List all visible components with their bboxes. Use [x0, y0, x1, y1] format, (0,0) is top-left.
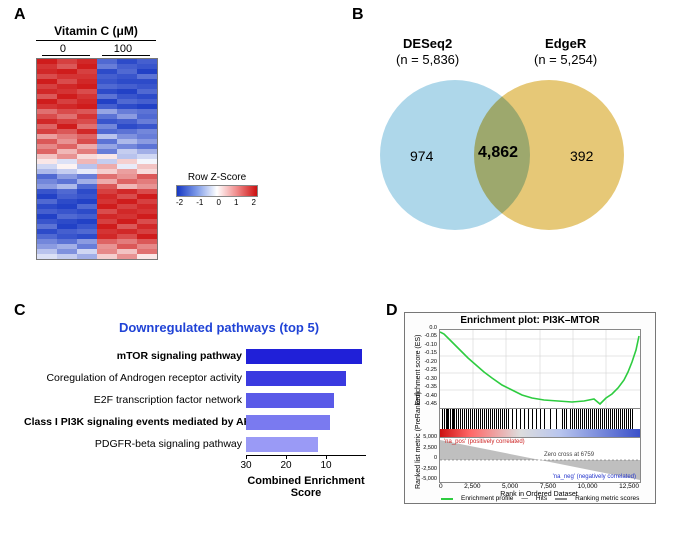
legend-tick: 1 — [234, 198, 238, 207]
legend-item: Ranking metric scores — [575, 495, 639, 502]
heatmap-title-rule — [36, 40, 156, 41]
legend-tick: -2 — [176, 198, 183, 207]
bar-label: Class I PI3K signaling events mediated b… — [24, 416, 246, 428]
es-plot — [439, 329, 641, 409]
legend-tick: 0 — [216, 198, 220, 207]
axis-tick-label: 20 — [280, 460, 291, 471]
rank-y-ticks: 5,0002,5000-2,500-5,000 — [417, 435, 437, 481]
bar-row: E2F transcription factor network — [24, 389, 384, 411]
legend-swatch-line — [441, 498, 453, 500]
legend-swatch-dash — [555, 498, 567, 500]
venn-left-label: DESeq2 (n = 5,836) — [396, 36, 459, 69]
axis-tick — [286, 455, 287, 459]
panel-label-a: A — [14, 6, 26, 24]
barchart-x-axis: 30 20 10 Combined Enrichment Score — [246, 455, 386, 479]
gsea-gradient — [439, 429, 641, 437]
venn-right-n: (n = 5,254) — [534, 52, 597, 67]
bar-rect — [246, 437, 318, 452]
venn-right-label: EdgeR (n = 5,254) — [534, 36, 597, 69]
heatmap-legend: Row Z-Score -2 -1 0 1 2 — [176, 172, 258, 207]
venn-left-n: (n = 5,836) — [396, 52, 459, 67]
heatmap-title: Vitamin C (μM) — [36, 24, 156, 38]
bar-rect — [246, 393, 334, 408]
panel-label-c: C — [14, 302, 26, 320]
bar-label: E2F transcription factor network — [24, 394, 246, 406]
es-line — [440, 332, 639, 404]
bar-row: Coregulation of Androgen receptor activi… — [24, 367, 384, 389]
rank-plot: 'na_pos' (positively correlated) Zero cr… — [439, 437, 641, 483]
heatmap-group-rules — [36, 55, 156, 56]
heatmap-group-labels: 0 100 — [36, 43, 156, 55]
legend-colorbar — [176, 185, 258, 197]
gsea-hits — [439, 409, 641, 429]
bar-label: PDGFR-beta signaling pathway — [24, 438, 246, 450]
bar-rect — [246, 371, 346, 386]
bar-rect — [246, 415, 330, 430]
bar-label: Coregulation of Androgen receptor activi… — [24, 372, 246, 384]
gsea-legend: Enrichment profile — Hits Ranking metric… — [441, 495, 639, 502]
legend-tick: -1 — [196, 198, 203, 207]
gsea-title: Enrichment plot: PI3K–MTOR — [405, 313, 655, 326]
venn-left-only: 974 — [410, 148, 433, 164]
legend-ticks: -2 -1 0 1 2 — [176, 198, 256, 207]
legend-title: Row Z-Score — [176, 172, 258, 183]
legend-item: Hits — [536, 495, 547, 502]
axis-tick — [246, 455, 247, 459]
panel-label-d: D — [386, 302, 398, 320]
venn-intersection: 4,862 — [478, 144, 518, 162]
rank-x-ticks: 02,5005,0007,50010,00012,500 — [439, 483, 639, 490]
bar-row: mTOR signaling pathway — [24, 345, 384, 367]
axis-line — [246, 455, 366, 456]
legend-tick: 2 — [252, 198, 256, 207]
panel-c-barchart: Downregulated pathways (top 5) mTOR sign… — [24, 320, 384, 520]
group-label: 100 — [114, 43, 132, 55]
bar-row: Class I PI3K signaling events mediated b… — [24, 411, 384, 433]
venn-right-name: EdgeR — [545, 36, 586, 51]
axis-tick-label: 30 — [240, 460, 251, 471]
panel-b-venn: DESeq2 (n = 5,836) EdgeR (n = 5,254) 974… — [370, 36, 670, 266]
neg-corr-label: 'na_neg' (negatively correlated) — [553, 474, 636, 480]
axis-tick — [326, 455, 327, 459]
pos-corr-label: 'na_pos' (positively correlated) — [444, 439, 525, 445]
bar-rect — [246, 349, 362, 364]
axis-tick-label: 10 — [320, 460, 331, 471]
panel-label-b: B — [352, 6, 364, 24]
panel-d-gsea: Enrichment plot: PI3K–MTOR Enrichment sc… — [404, 312, 672, 528]
venn-diagram: DESeq2 (n = 5,836) EdgeR (n = 5,254) 974… — [370, 36, 650, 246]
panel-a-heatmap: Vitamin C (μM) 0 100 Row Z-Score -2 -1 0… — [36, 24, 306, 284]
figure-root: A B C D Vitamin C (μM) 0 100 Row Z-Score… — [0, 0, 687, 540]
gsea-box: Enrichment plot: PI3K–MTOR Enrichment sc… — [404, 312, 656, 504]
barchart-bars: mTOR signaling pathway Coregulation of An… — [24, 345, 384, 455]
legend-item: Enrichment profile — [461, 495, 513, 502]
bar-label: mTOR signaling pathway — [24, 350, 246, 362]
heatmap-body — [36, 58, 158, 260]
bar-row: PDGFR-beta signaling pathway — [24, 433, 384, 455]
venn-right-only: 392 — [570, 148, 593, 164]
group-label: 0 — [60, 43, 66, 55]
barchart-title: Downregulated pathways (top 5) — [54, 320, 384, 335]
zero-cross-label: Zero cross at 6759 — [544, 452, 594, 458]
venn-left-name: DESeq2 — [403, 36, 452, 51]
barchart-x-label: Combined Enrichment Score — [236, 475, 376, 499]
